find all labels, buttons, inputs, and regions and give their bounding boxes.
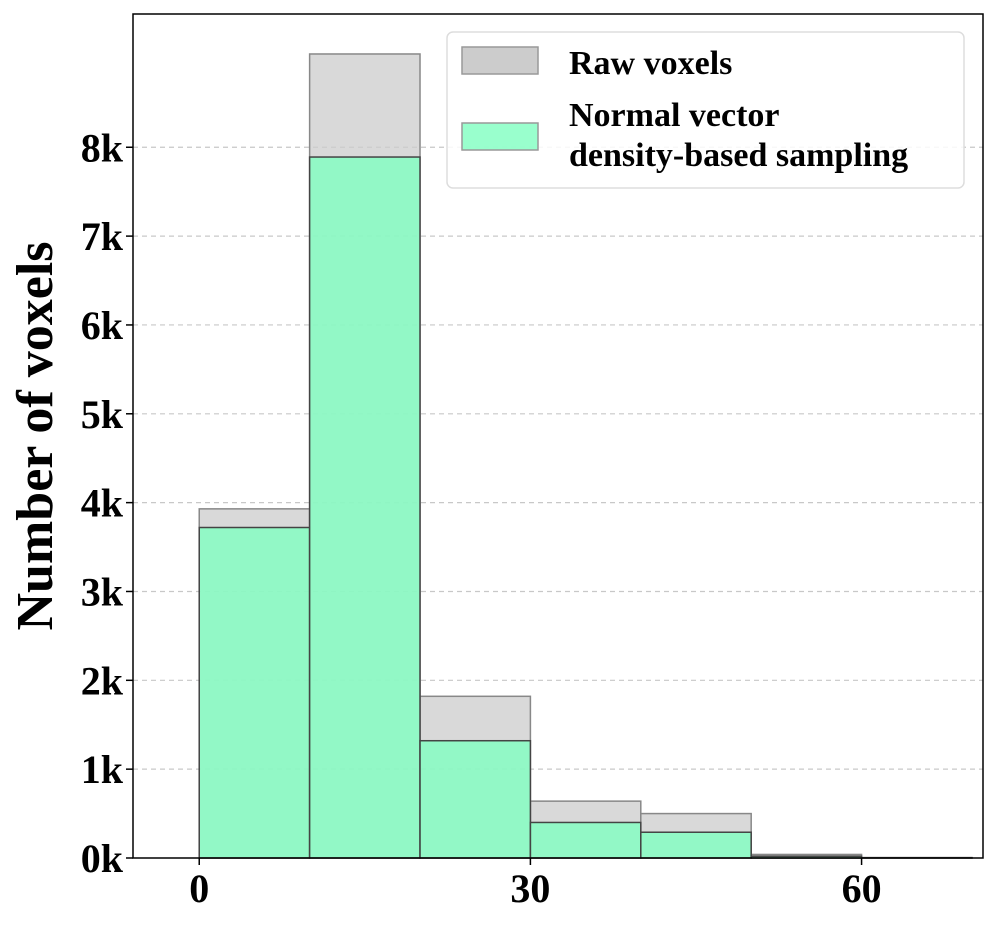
axis-ticks: 0 30 60 0k 1k 2k 3k 4k 5k 6k 7k 8k <box>81 125 882 911</box>
y-tick-label-8: 8k <box>81 125 124 170</box>
legend-box <box>446 31 965 189</box>
y-axis-title: Number of voxels <box>7 241 64 630</box>
legend-swatch-raw-voxels <box>461 46 539 75</box>
y-tick-label-6: 6k <box>81 303 124 348</box>
legend-label-sampled-line1: Normal vector <box>569 97 780 134</box>
y-tick-label-1: 1k <box>81 747 124 792</box>
legend-label-raw-voxels: Raw voxels <box>569 45 732 82</box>
x-tick-label-2: 60 <box>842 866 882 911</box>
x-tick-label-1: 30 <box>510 866 550 911</box>
y-tick-label-4: 4k <box>81 481 124 526</box>
legend-swatch-sampled <box>461 122 539 151</box>
y-tick-label-7: 7k <box>81 214 124 259</box>
x-tick-label-0: 0 <box>189 866 209 911</box>
legend-label-sampled-line2: density-based sampling <box>569 137 908 174</box>
sampled-bar-1 <box>308 156 421 859</box>
y-tick-label-3: 3k <box>81 569 124 614</box>
sampled-bar-2 <box>419 739 532 859</box>
sampled-bar-3 <box>529 821 642 859</box>
legend: Raw voxels Normal vector density-based s… <box>446 31 965 189</box>
plot-area-frame <box>132 13 984 859</box>
sampled-bar-4 <box>640 831 752 859</box>
y-tick-label-2: 2k <box>81 658 124 703</box>
sampled-voxels-bars <box>198 156 973 859</box>
y-tick-label-5: 5k <box>81 392 124 437</box>
y-tick-label-0: 0k <box>81 836 124 881</box>
sampled-bar-0 <box>198 526 311 859</box>
